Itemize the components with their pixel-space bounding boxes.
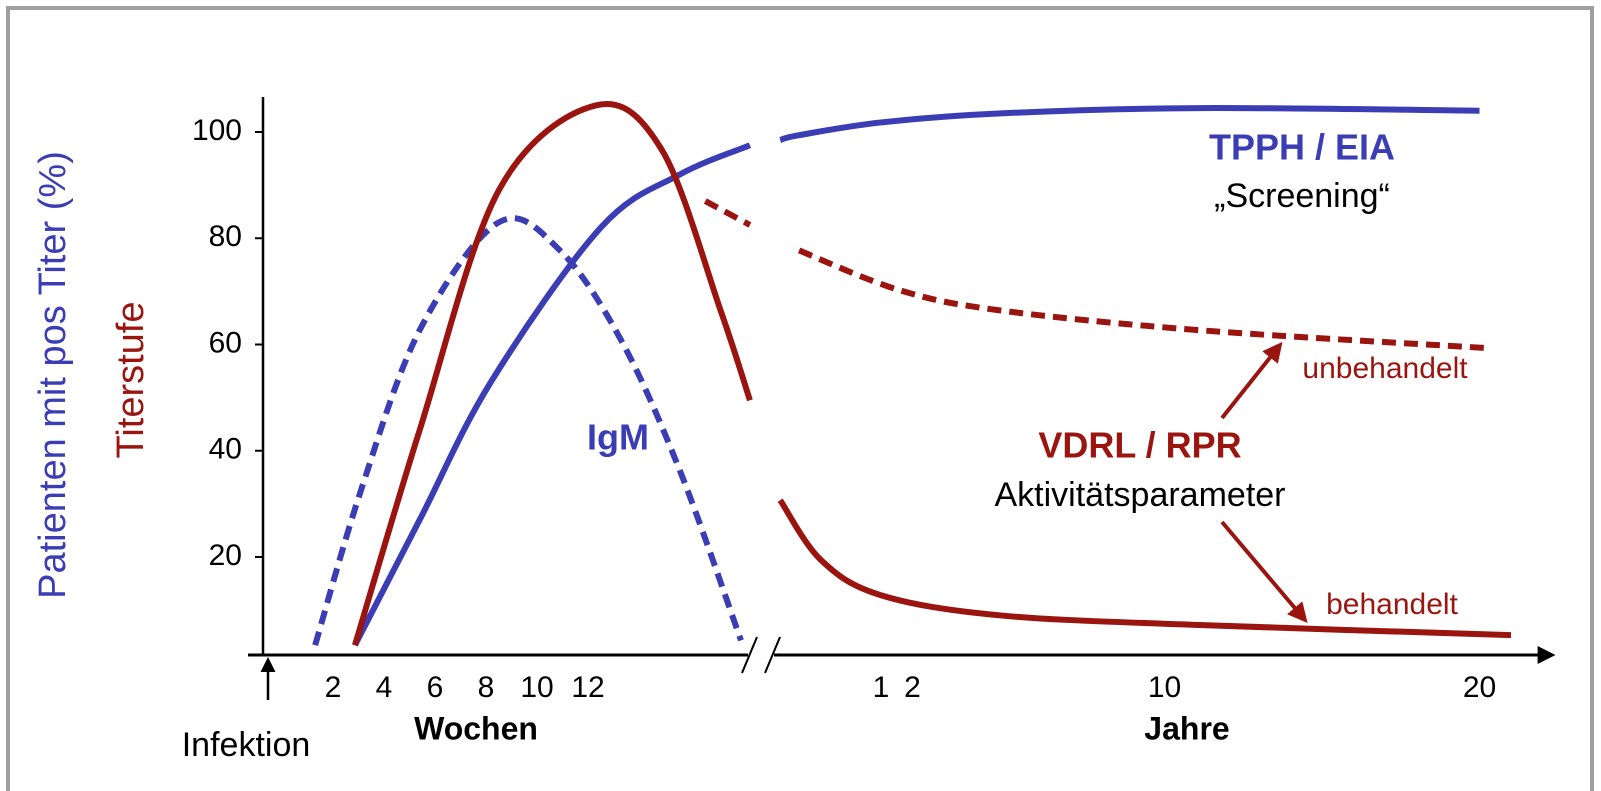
series-label: unbehandelt <box>1302 352 1468 385</box>
line <box>777 498 1512 639</box>
axis-break <box>741 636 758 674</box>
annotation: Aktivitätsparameter <box>995 476 1286 514</box>
frame <box>6 6 1594 791</box>
x-tick-label: 2 <box>325 671 342 704</box>
x-tick-label: 4 <box>376 671 393 704</box>
x-tick-label: 10 <box>1148 671 1181 704</box>
annotation: „Screening“ <box>1214 177 1390 215</box>
x-tick-label: 6 <box>427 671 444 704</box>
arrow <box>1220 520 1308 624</box>
line <box>312 215 744 647</box>
y-axis-label: Patienten mit pos Titer (%) <box>32 151 74 599</box>
infection-label: Infektion <box>182 726 311 764</box>
x-axis-label: Jahre <box>1144 710 1229 746</box>
axis-break-gap <box>748 640 774 670</box>
line <box>352 101 753 647</box>
x-tick-label: 2 <box>904 671 921 704</box>
y-tick-label: 20 <box>209 539 242 572</box>
line <box>797 247 1490 352</box>
arrow <box>1220 341 1283 420</box>
line <box>779 105 1480 143</box>
x-tick-label: 10 <box>520 671 553 704</box>
x-axis-label: Wochen <box>414 710 538 746</box>
series-label: behandelt <box>1326 588 1458 621</box>
series-label: TPPH / EIA <box>1209 127 1395 168</box>
y-tick-label: 100 <box>192 114 242 147</box>
line <box>352 142 752 647</box>
y-tick-label: 40 <box>209 433 242 466</box>
y2-axis-label: Titerstufe <box>110 302 152 459</box>
x-tick-label: 8 <box>478 671 495 704</box>
y-tick-label: 80 <box>209 220 242 253</box>
x-tick-label: 12 <box>571 671 604 704</box>
annotation: VDRL / RPR <box>1038 425 1241 466</box>
axis-break <box>764 636 781 674</box>
line <box>703 198 752 228</box>
series-label: IgM <box>587 417 649 458</box>
x-tick-label: 1 <box>873 671 890 704</box>
y-tick-label: 60 <box>209 326 242 359</box>
x-tick-label: 20 <box>1463 671 1496 704</box>
